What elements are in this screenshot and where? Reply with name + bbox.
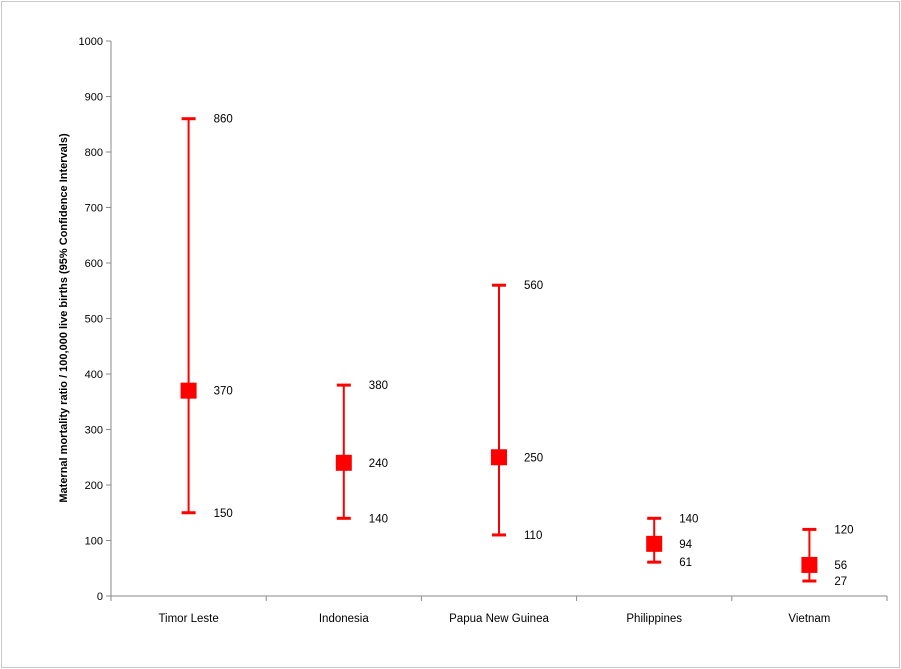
data-label-high: 140 (679, 513, 698, 525)
chart-marks: 860 370 150 380 240 140 560 250 110 140 94 61 120 56 2… (180, 114, 854, 588)
error-bar-group: 380 240 140 (335, 380, 388, 525)
data-point-marker (335, 454, 352, 471)
y-tick-label: 200 (85, 480, 103, 492)
y-tick-label: 700 (85, 203, 103, 215)
x-tick-label: Timor Leste (158, 613, 218, 625)
error-bar-group: 140 94 61 (646, 513, 698, 569)
y-tick-label: 400 (85, 369, 103, 381)
data-label-low: 61 (679, 557, 692, 569)
y-tick-label: 600 (85, 258, 103, 270)
data-label-high: 560 (524, 280, 543, 292)
y-tick-label: 800 (85, 147, 103, 159)
data-label-low: 140 (369, 513, 388, 525)
data-label-low: 27 (834, 576, 847, 588)
data-label-value: 94 (679, 539, 692, 551)
y-tick-label: 900 (85, 92, 103, 104)
data-label-value: 370 (214, 386, 233, 398)
y-axis-label: Maternal mortality ratio / 100,000 live … (58, 133, 70, 503)
data-label-value: 56 (834, 560, 847, 572)
data-label-low: 150 (214, 508, 233, 520)
x-tick-label: Indonesia (319, 613, 369, 625)
error-bar-group: 120 56 27 (801, 524, 854, 588)
y-tick-label: 500 (85, 314, 103, 326)
x-tick-label: Papua New Guinea (449, 613, 549, 625)
y-tick-label: 1000 (79, 36, 103, 48)
data-label-value: 250 (524, 452, 543, 464)
x-tick-label: Philippines (626, 613, 682, 625)
x-tick-label: Vietnam (788, 613, 830, 625)
data-label-value: 240 (369, 458, 388, 470)
data-label-low: 110 (524, 530, 542, 542)
data-point-marker (646, 535, 663, 552)
axes: 0 100 200 300 400 500 600 700 800 900 1000 Timor Le… (79, 36, 888, 625)
y-tick-label: 300 (85, 425, 103, 437)
error-bar-group: 860 370 150 (180, 114, 233, 520)
y-tick-label: 0 (97, 591, 103, 603)
data-label-high: 120 (834, 524, 853, 536)
data-label-high: 860 (214, 114, 233, 126)
data-point-marker (491, 449, 507, 466)
data-point-marker (180, 382, 197, 399)
error-bar-group: 560 250 110 (491, 280, 543, 542)
y-tick-label: 100 (85, 536, 103, 548)
data-label-high: 380 (369, 380, 388, 392)
data-point-marker (801, 556, 818, 573)
